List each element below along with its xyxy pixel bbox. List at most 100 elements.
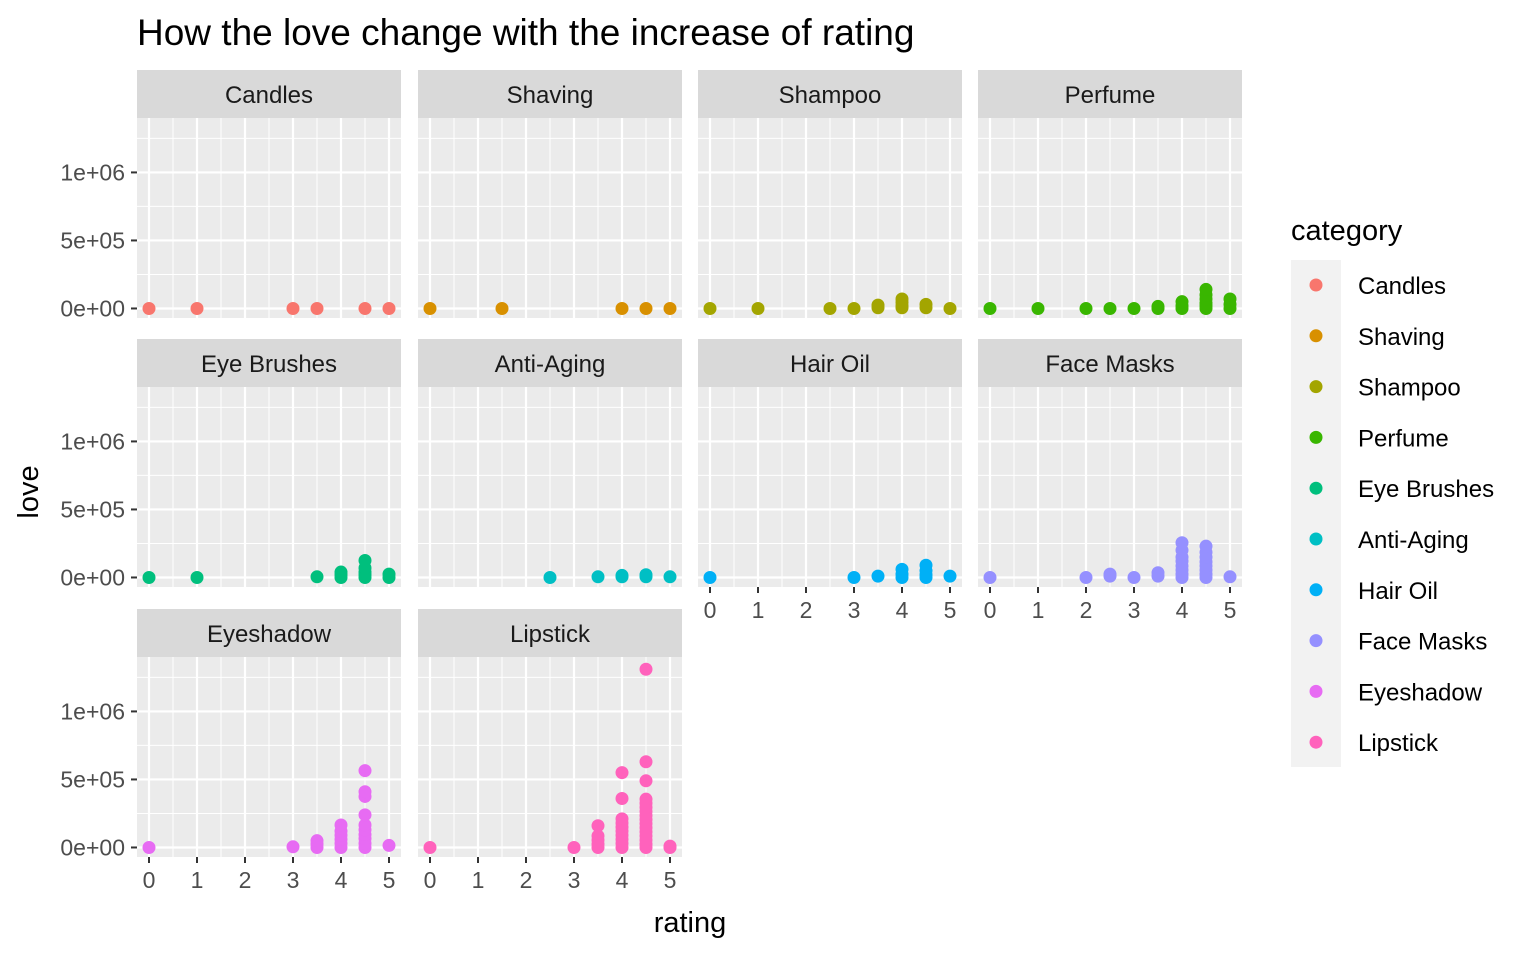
legend-label: Face Masks xyxy=(1358,629,1487,656)
data-point xyxy=(543,570,557,584)
data-point xyxy=(919,297,933,311)
x-tick-label: 2 xyxy=(800,597,813,623)
facet-strip xyxy=(137,339,401,387)
data-point xyxy=(591,829,605,843)
data-point xyxy=(1103,567,1117,581)
legend-item-face-masks: Face Masks xyxy=(1309,629,1487,656)
legend-label: Anti-Aging xyxy=(1358,527,1469,554)
legend-key xyxy=(1309,380,1323,394)
facet-panel-anti-aging: Anti-Aging xyxy=(418,339,682,587)
x-tick-label: 1 xyxy=(752,597,765,623)
data-point xyxy=(591,570,605,584)
legend-label: Lipstick xyxy=(1358,730,1439,757)
legend-key-background xyxy=(1291,260,1341,767)
data-point xyxy=(663,301,677,315)
data-point xyxy=(1079,570,1093,584)
legend-item-anti-aging: Anti-Aging xyxy=(1309,527,1469,554)
y-tick-label: 1e+06 xyxy=(60,428,125,454)
legend-key xyxy=(1309,583,1323,597)
legend-item-lipstick: Lipstick xyxy=(1309,730,1439,757)
data-point xyxy=(1199,282,1213,296)
facet-panels: Candles 0e+00 5e+05 1e+06 Shaving Shampoo Perf… xyxy=(60,70,1242,893)
data-point xyxy=(919,558,933,572)
data-point xyxy=(190,570,204,584)
data-point xyxy=(663,570,677,584)
x-tick-label: 3 xyxy=(1128,597,1141,623)
data-point xyxy=(703,570,717,584)
facet-strip xyxy=(418,70,682,118)
facet-panel-shaving: Shaving xyxy=(418,70,682,318)
legend: category Candles Shaving Shampoo Perfume Eye… xyxy=(1291,215,1494,767)
data-point xyxy=(1199,539,1213,553)
facet-strip-label: Candles xyxy=(225,82,313,109)
data-point xyxy=(142,570,156,584)
legend-key xyxy=(1309,278,1323,292)
data-point xyxy=(310,301,324,315)
data-point xyxy=(1079,301,1093,315)
facet-strip-label: Eye Brushes xyxy=(201,351,337,378)
x-axis-title: rating xyxy=(654,907,727,939)
data-point xyxy=(286,301,300,315)
x-tick-label: 4 xyxy=(616,867,629,893)
data-point xyxy=(334,818,348,832)
data-point xyxy=(871,569,885,583)
data-point xyxy=(1103,301,1117,315)
x-tick-label: 1 xyxy=(1032,597,1045,623)
legend-key xyxy=(1309,684,1323,698)
legend-item-hair-oil: Hair Oil xyxy=(1309,578,1438,605)
legend-label: Eyeshadow xyxy=(1358,679,1483,706)
data-point xyxy=(382,567,396,581)
x-tick-label: 5 xyxy=(1224,597,1237,623)
facet-strip xyxy=(137,609,401,657)
legend-key xyxy=(1309,634,1323,648)
facet-panel-face-masks: Face Masks 0 1 2 3 4 5 xyxy=(978,339,1242,623)
data-point xyxy=(639,755,653,769)
data-point xyxy=(639,301,653,315)
data-point xyxy=(358,301,372,315)
facet-strip xyxy=(698,70,962,118)
y-tick-label: 1e+06 xyxy=(60,698,125,724)
x-tick-label: 3 xyxy=(848,597,861,623)
data-point xyxy=(286,840,300,854)
facet-panel-hair-oil: Hair Oil 0 1 2 3 4 5 xyxy=(698,339,962,623)
data-point xyxy=(567,840,581,854)
data-point xyxy=(703,301,717,315)
facet-panel-eye-brushes: Eye Brushes 0e+00 5e+05 1e+06 xyxy=(60,339,401,590)
x-tick-label: 0 xyxy=(704,597,717,623)
legend-item-candles: Candles xyxy=(1309,273,1446,300)
x-tick-label: 0 xyxy=(143,867,156,893)
data-point xyxy=(943,569,957,583)
legend-label: Shaving xyxy=(1358,324,1445,351)
data-point xyxy=(142,840,156,854)
data-point xyxy=(639,774,653,788)
data-point xyxy=(823,301,837,315)
x-tick-label: 2 xyxy=(239,867,252,893)
legend-label: Shampoo xyxy=(1358,375,1461,402)
data-point xyxy=(615,568,629,582)
facet-panel-perfume: Perfume xyxy=(978,70,1242,318)
data-point xyxy=(358,785,372,799)
data-point xyxy=(423,840,437,854)
y-tick-label: 1e+06 xyxy=(60,159,125,185)
data-point xyxy=(358,808,372,822)
y-tick-label: 0e+00 xyxy=(60,834,125,860)
facet-strip-label: Lipstick xyxy=(510,621,591,648)
data-point xyxy=(615,766,629,780)
data-point xyxy=(1151,566,1165,580)
data-point xyxy=(310,834,324,848)
facet-panel-candles: Candles 0e+00 5e+05 1e+06 xyxy=(60,70,401,321)
x-tick-label: 4 xyxy=(335,867,348,893)
y-tick-label: 5e+05 xyxy=(60,766,125,792)
data-point xyxy=(1223,292,1237,306)
data-point xyxy=(639,662,653,676)
x-tick-label: 0 xyxy=(424,867,437,893)
data-point xyxy=(751,301,765,315)
facet-strip xyxy=(137,70,401,118)
data-point xyxy=(358,764,372,778)
legend-item-eyeshadow: Eyeshadow xyxy=(1309,679,1483,706)
data-point xyxy=(1127,301,1141,315)
y-axis-title: love xyxy=(13,465,45,518)
data-point xyxy=(1175,536,1189,550)
facet-strip-label: Eyeshadow xyxy=(207,621,332,648)
